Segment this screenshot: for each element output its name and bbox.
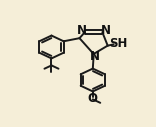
Text: SH: SH xyxy=(109,37,127,51)
Text: O: O xyxy=(88,92,98,105)
Text: N: N xyxy=(89,50,99,63)
Text: N: N xyxy=(76,24,86,37)
Text: N: N xyxy=(101,24,111,37)
